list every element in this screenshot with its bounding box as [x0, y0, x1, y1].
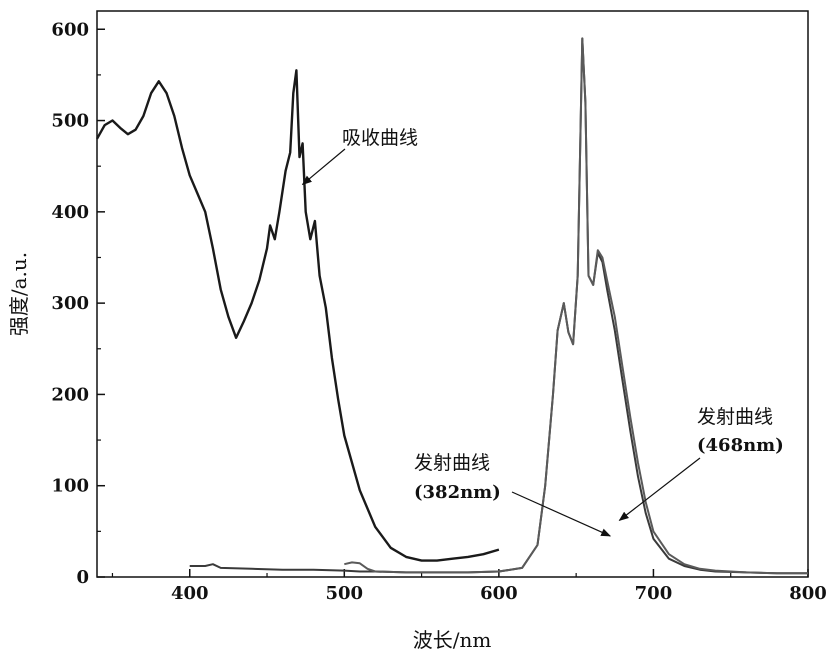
y-tick-label-600: 600: [51, 19, 89, 40]
axis-tick-labels: 400 500 600 700 800 0 100 200 300 400 500 600: [51, 19, 826, 604]
x-tick-label-500: 500: [326, 583, 364, 604]
annotation-arrow-1: [303, 149, 345, 184]
x-tick-label-600: 600: [480, 583, 518, 604]
x-tick-label-700: 700: [635, 583, 673, 604]
y-tick-label-300: 300: [51, 293, 89, 314]
x-tick-label-800: 800: [789, 583, 827, 604]
annotation-emission-468-label: 发射曲线: [697, 406, 773, 428]
annotation-emission-468-sub: (468nm): [697, 435, 784, 456]
x-tick-label-400: 400: [171, 583, 209, 604]
annotation-arrow-3: [619, 458, 700, 520]
y-axis-title: 强度/a.u.: [7, 252, 31, 336]
annotation-emission-382-label: 发射曲线: [414, 452, 490, 474]
x-axis-title: 波长/nm: [413, 628, 492, 652]
y-tick-label-0: 0: [76, 567, 89, 588]
y-tick-label-200: 200: [51, 384, 89, 405]
annotation-emission-382-sub: (382nm): [414, 482, 501, 503]
y-tick-label-500: 500: [51, 111, 89, 132]
y-tick-label-400: 400: [51, 202, 89, 223]
annotation-absorption-label: 吸收曲线: [342, 127, 418, 149]
y-tick-label-100: 100: [51, 476, 89, 497]
annotation-arrow-2: [512, 492, 610, 536]
